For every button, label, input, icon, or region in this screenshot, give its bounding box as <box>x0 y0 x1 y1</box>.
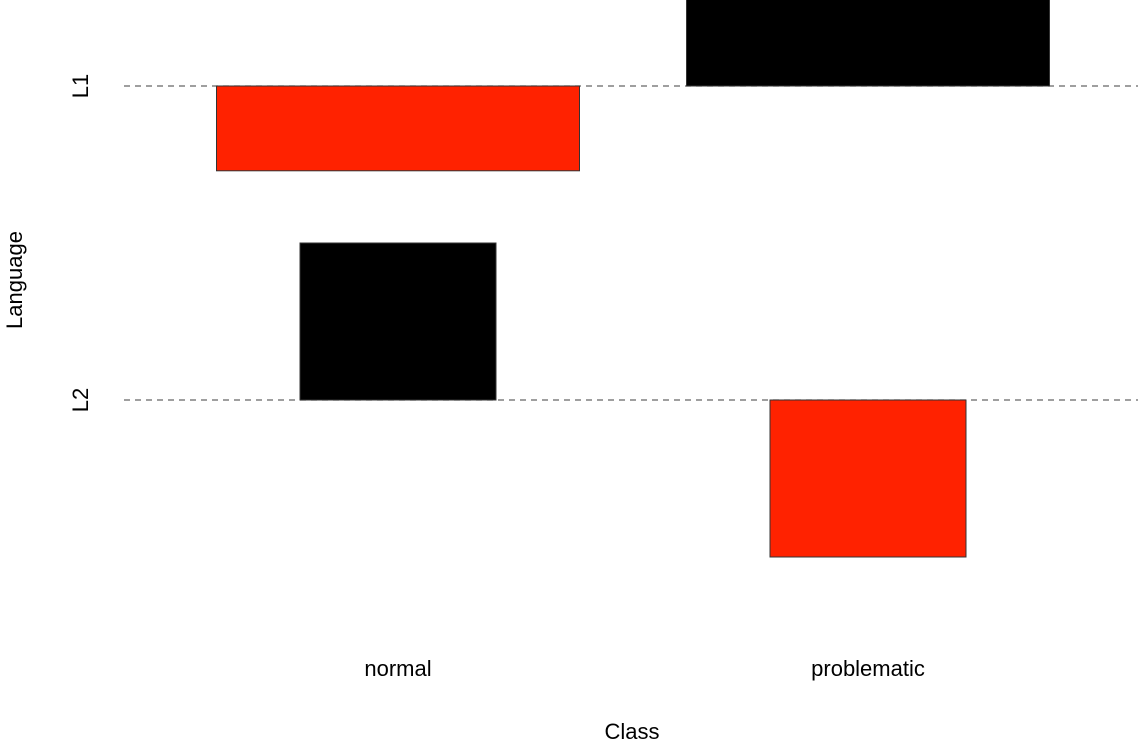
bar-problematic-l2 <box>769 399 967 558</box>
x-axis-label: Class <box>604 719 659 742</box>
y-tick-L1: L1 <box>68 74 93 98</box>
x-tick-normal: normal <box>364 656 431 681</box>
bar-normal-l2 <box>299 242 497 401</box>
bar-problematic-l1 <box>686 0 1050 87</box>
bar-normal-l1 <box>216 85 580 172</box>
x-tick-problematic: problematic <box>811 656 925 681</box>
y-axis-label: Language <box>2 231 27 329</box>
y-tick-L2: L2 <box>68 388 93 412</box>
bars-group <box>216 0 1050 558</box>
